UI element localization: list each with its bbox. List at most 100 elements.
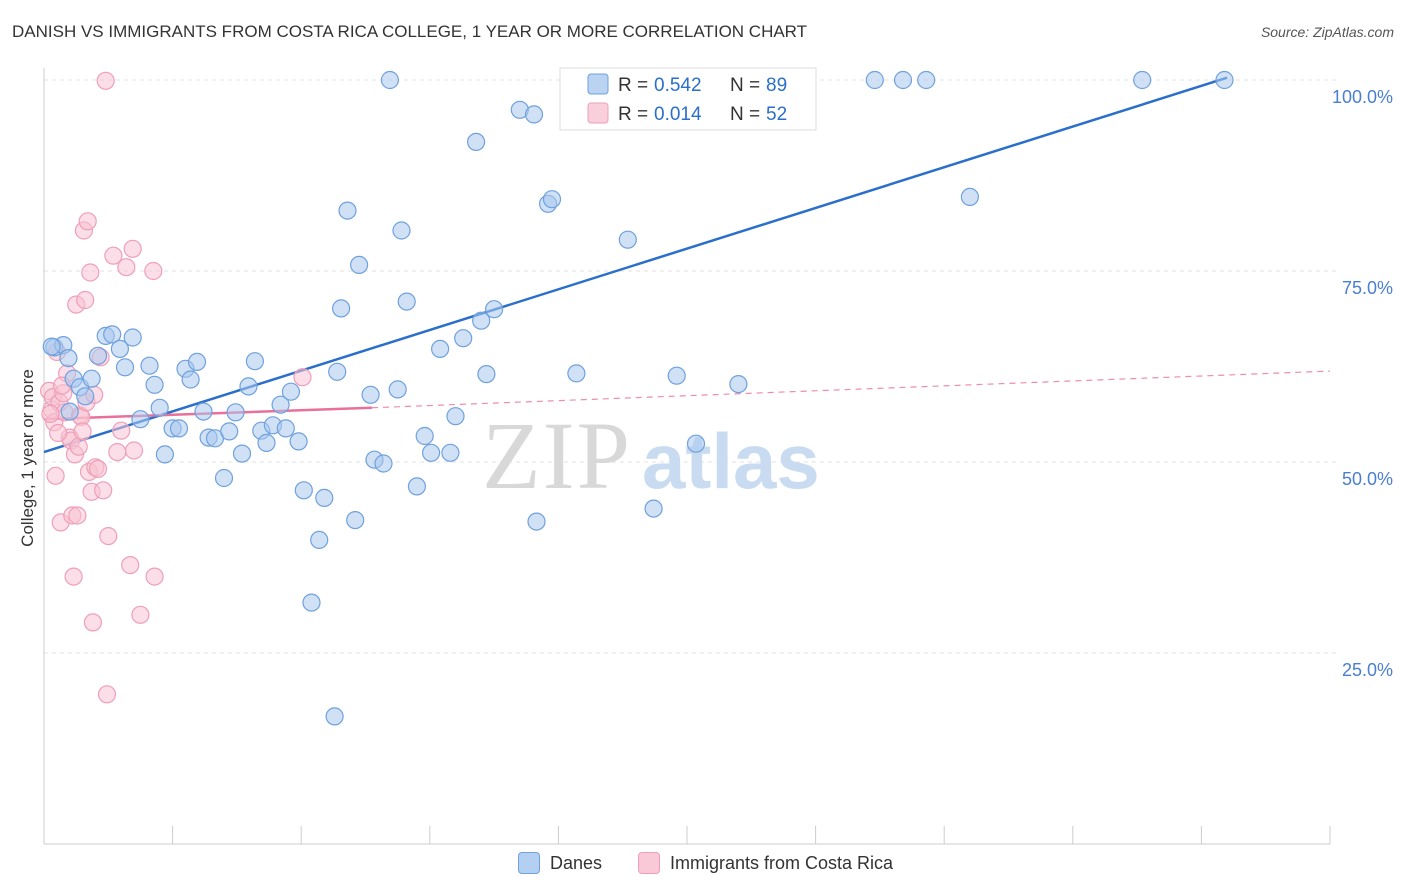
point-costa-rica	[97, 685, 117, 704]
point-danes	[82, 369, 101, 388]
point-danes	[226, 403, 245, 422]
point-costa-rica	[121, 555, 140, 575]
point-danes	[115, 358, 135, 377]
point-danes	[415, 426, 434, 446]
point-danes	[667, 366, 686, 385]
point-danes	[239, 377, 258, 396]
point-costa-rica	[123, 239, 142, 258]
stats-n-label: N =	[730, 75, 760, 96]
point-danes	[131, 410, 150, 429]
stats-n-value: 89	[766, 75, 787, 96]
point-danes	[407, 477, 426, 496]
point-costa-rica	[117, 258, 136, 277]
chart-source: Source: ZipAtlas.com	[1260, 24, 1394, 40]
point-danes	[315, 488, 334, 507]
point-danes	[194, 402, 213, 421]
point-danes	[155, 445, 174, 464]
point-danes	[181, 370, 200, 389]
point-danes	[477, 365, 496, 384]
point-danes	[374, 454, 393, 473]
watermark-zip: ZIP	[482, 402, 632, 509]
legend-swatch-costa-rica	[638, 852, 660, 874]
point-danes	[472, 311, 491, 330]
point-danes	[467, 132, 486, 151]
watermark-atlas: atlas	[642, 417, 820, 505]
point-costa-rica	[48, 423, 68, 443]
axes	[43, 68, 1331, 845]
point-costa-rica	[145, 567, 164, 586]
point-danes	[392, 221, 411, 240]
point-danes	[380, 70, 399, 90]
point-costa-rica	[76, 290, 95, 310]
series-legend: Danes Immigrants from Costa Rica	[0, 852, 1406, 878]
point-danes	[187, 352, 207, 371]
point-danes	[145, 375, 164, 394]
point-danes	[338, 201, 357, 220]
point-danes	[361, 385, 380, 404]
stats-legend: R = 0.542 N = 89 R = 0.014 N = 52	[559, 67, 817, 131]
point-danes	[276, 419, 295, 438]
point-costa-rica	[99, 526, 118, 546]
point-danes	[527, 512, 546, 531]
stats-r-label: R =	[618, 75, 648, 96]
point-danes	[110, 339, 130, 358]
point-costa-rica	[64, 567, 83, 586]
point-danes	[281, 382, 300, 401]
point-costa-rica	[144, 261, 163, 281]
point-danes	[325, 707, 344, 726]
point-costa-rica	[88, 459, 108, 478]
point-costa-rica	[83, 613, 103, 632]
point-danes	[485, 300, 504, 319]
point-danes	[917, 70, 936, 90]
point-danes	[567, 364, 586, 383]
point-danes	[454, 329, 473, 348]
point-danes	[644, 499, 663, 518]
point-danes	[686, 434, 706, 453]
point-costa-rica	[112, 421, 131, 440]
point-costa-rica	[46, 466, 65, 485]
point-costa-rica	[94, 481, 113, 500]
point-danes	[302, 593, 321, 612]
point-danes	[328, 362, 347, 381]
point-danes	[618, 230, 637, 249]
point-costa-rica	[96, 71, 115, 90]
point-danes	[350, 255, 369, 274]
point-danes	[397, 292, 416, 311]
point-danes	[140, 356, 159, 375]
point-costa-rica	[41, 404, 60, 423]
point-danes	[893, 70, 913, 90]
point-danes	[214, 468, 234, 488]
y-tick-label: 100.0%	[1332, 87, 1393, 107]
stats-n-value: 52	[766, 104, 787, 125]
legend-swatch-danes	[518, 852, 540, 874]
point-danes	[245, 352, 264, 371]
point-costa-rica	[78, 212, 97, 231]
point-costa-rica	[293, 368, 312, 387]
stats-r-label: R =	[618, 104, 648, 125]
legend-label-danes: Danes	[550, 852, 603, 873]
point-danes	[446, 407, 465, 426]
point-danes	[1215, 70, 1234, 90]
point-danes	[524, 105, 544, 124]
point-costa-rica	[73, 422, 92, 441]
trend-line-costa-rica-extension	[371, 370, 1331, 409]
point-danes	[59, 349, 78, 368]
y-axis-label: College, 1 year or more	[18, 369, 37, 547]
point-danes	[60, 402, 79, 421]
point-danes	[422, 443, 441, 462]
legend-item-costa-rica: Immigrants from Costa Rica	[638, 852, 893, 874]
point-danes	[346, 510, 365, 530]
point-danes	[271, 395, 290, 414]
y-tick-labels: 25.0% 50.0% 75.0% 100.0%	[1332, 87, 1393, 680]
legend-item-danes: Danes	[518, 852, 602, 874]
point-danes	[542, 190, 562, 209]
point-danes	[332, 299, 351, 318]
stats-swatch-danes	[587, 73, 609, 95]
point-danes	[431, 339, 450, 358]
point-costa-rica	[131, 605, 150, 624]
point-danes	[103, 325, 122, 344]
point-danes	[388, 380, 407, 399]
y-tick-label: 25.0%	[1342, 660, 1393, 680]
stats-r-value: 0.014	[654, 104, 702, 125]
stats-r-value: 0.542	[654, 75, 702, 96]
